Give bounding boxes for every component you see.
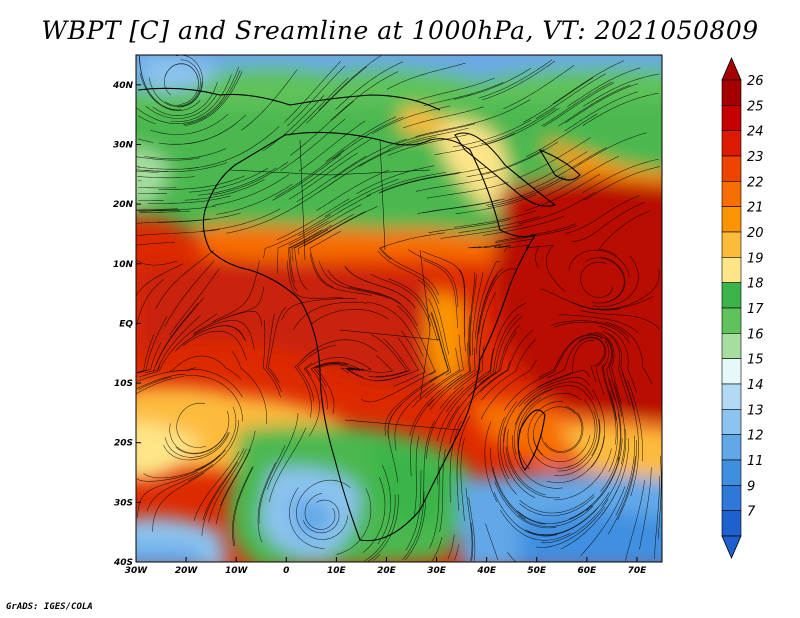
colorbar-label: 20 — [747, 226, 764, 241]
colorbar-swatch — [721, 181, 742, 207]
y-tick-label: 10S — [114, 379, 133, 389]
colorbar-min-arrow — [721, 535, 742, 560]
colorbar-swatch — [721, 358, 742, 385]
colorbar-label: 19 — [747, 251, 764, 266]
colorbar-label: 26 — [747, 74, 764, 89]
x-tick-label: 30E — [427, 566, 447, 576]
colorbar-legend: 26 25 24 23 22 21 20 19 18 17 16 15 14 13 12 11 9 7 — [721, 56, 764, 560]
borders — [229, 139, 461, 431]
colorbar-label: 17 — [747, 302, 764, 317]
colorbar-label: 11 — [747, 454, 764, 469]
x-tick-label: 50E — [527, 566, 547, 576]
x-tick-label: 30W — [125, 566, 149, 576]
chart-title: WBPT [C] and Sreamline at 1000hPa, VT: 2… — [41, 16, 759, 45]
y-tick-label: 40S — [113, 558, 133, 568]
colorbar-swatch — [721, 510, 742, 537]
colorbar-swatch — [721, 307, 742, 334]
colorbar-swatch — [721, 485, 742, 511]
colorbar-label: 13 — [747, 403, 764, 418]
colorbar-label: 18 — [747, 277, 764, 292]
grads-credit: GrADS: IGES/COLA — [6, 602, 93, 612]
streamlines — [136, 55, 662, 562]
latitude-axis: 40N 30N 20N 10N EQ 10S 20S 30S 40S — [112, 81, 141, 568]
x-tick-label: 10E — [327, 566, 347, 576]
colorbar-swatch — [721, 206, 742, 233]
colorbar-swatch — [721, 155, 742, 182]
colorbar-label: 22 — [747, 175, 764, 190]
x-tick-label: 10W — [225, 566, 249, 576]
y-tick-label: 20N — [113, 200, 134, 210]
colorbar-swatch — [721, 79, 742, 106]
x-tick-label: 20W — [175, 566, 199, 576]
x-tick-label: 60E — [578, 566, 598, 576]
y-tick-label: 30S — [114, 498, 133, 508]
colorbar-swatch — [721, 105, 742, 131]
colorbar-swatch — [721, 409, 742, 435]
colorbar-swatch — [721, 130, 742, 157]
y-tick-label: 20S — [114, 439, 133, 449]
x-tick-label: 0 — [283, 566, 289, 576]
colorbar-swatch — [721, 282, 742, 309]
y-tick-label: 40N — [112, 81, 134, 91]
colorbar-label: 25 — [747, 99, 764, 114]
map-plot-area — [136, 55, 662, 562]
longitude-axis: 30W 20W 10W 0 10E 20E 30E 40E 50E 60E 70E — [125, 557, 647, 576]
colorbar-label: 16 — [747, 327, 764, 342]
x-tick-label: 20E — [377, 566, 397, 576]
y-tick-label: 10N — [113, 260, 134, 270]
colorbar-label: 12 — [747, 429, 764, 444]
x-tick-label: 70E — [628, 566, 648, 576]
colorbar-swatch — [721, 459, 742, 486]
x-tick-label: 40E — [476, 566, 497, 576]
map-frame — [135, 54, 663, 563]
colorbar-swatch — [721, 434, 742, 461]
colorbar-label: 15 — [747, 353, 764, 368]
colorbar-swatch — [721, 257, 742, 283]
streamline-paths — [136, 55, 662, 562]
colorbar-label: 24 — [747, 125, 764, 140]
colorbar-label: 9 — [747, 479, 755, 494]
colorbar-label: 21 — [747, 201, 764, 216]
colorbar-swatch — [721, 383, 742, 410]
colorbar-swatch — [721, 333, 742, 359]
y-tick-label: 30N — [113, 140, 134, 150]
colorbar-label: 7 — [747, 505, 756, 520]
colorbar-label: 23 — [747, 150, 764, 165]
colorbar-max-arrow — [721, 56, 742, 81]
colorbar-label: 14 — [747, 378, 764, 393]
y-tick-label: EQ — [119, 319, 133, 329]
colorbar-swatch — [721, 231, 742, 258]
